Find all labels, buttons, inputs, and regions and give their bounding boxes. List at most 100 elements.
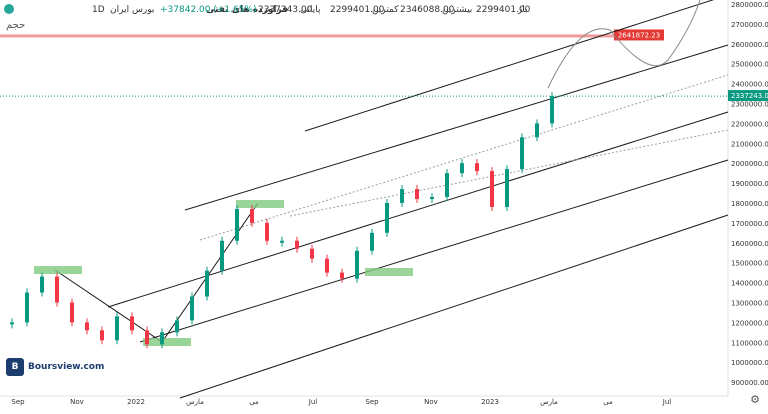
y-tick-label: 2400000.00 [731,81,768,89]
pivot-box [236,200,284,208]
candle [220,240,224,271]
y-tick-label: 1700000.00 [731,220,768,228]
candle [460,163,464,174]
header-symbol[interactable]: فراورده های نفتی [206,5,288,15]
y-tick-label: 1100000.00 [731,339,768,347]
boursview-logo-icon: B [6,358,24,376]
header-change: +37842.00 (+1.65%) [160,5,257,15]
candle [295,240,299,249]
header-interval[interactable]: 1D [92,5,105,15]
y-tick-label: 900000.00 [731,379,768,387]
channel-line [179,214,729,399]
header-close: 2337243.00 [258,5,313,15]
y-tick-label: 2700000.00 [731,21,768,29]
projection-curve [547,0,701,89]
candle [355,250,359,279]
candle [70,302,74,323]
y-tick-label: 1400000.00 [731,280,768,288]
y-tick-label: 1200000.00 [731,319,768,327]
x-tick-label: مارس [186,398,204,406]
hidden-indicator-label: حجم [6,20,26,31]
y-tick-label: 1900000.00 [731,180,768,188]
candle [310,248,314,259]
y-tick-label: 2100000.00 [731,140,768,148]
candle [55,276,59,303]
candle [370,232,374,251]
resistance-tag [614,29,664,41]
channel-line [304,0,715,132]
x-tick-label: 2023 [481,398,499,406]
candle [40,276,44,293]
y-tick-label: 1500000.00 [731,260,768,268]
candle [400,189,404,203]
y-tick-label: 1000000.00 [731,359,768,367]
header-low-label: کمترین [372,5,399,15]
channel-line [107,111,729,308]
x-tick-label: Nov [70,398,84,406]
y-tick-label: 1300000.00 [731,299,768,307]
last-price-label: 2337243.00 [731,92,768,100]
x-tick-label: Nov [424,398,438,406]
header-open: 2299401.00 [476,5,531,15]
candle [415,189,419,199]
candle [160,332,164,345]
last-price-tag [728,90,768,102]
header-low: 2299401.00 [330,5,385,15]
candle [475,163,479,172]
candle [550,96,554,124]
y-tick-label: 2000000.00 [731,160,768,168]
x-tick-label: Sep [365,398,379,406]
price-axis [728,0,768,410]
header-high: 2346088.00 [400,5,455,15]
candle [115,316,119,341]
x-tick-label: Jul [662,398,672,406]
candle [25,292,29,323]
candle [520,137,524,170]
eye-icon[interactable]: حجم [6,20,25,31]
x-tick-label: می [249,398,259,406]
pivot-box [365,268,413,276]
header-close-label: پایانی [300,5,321,15]
pitchfork-handle [54,202,259,343]
y-tick-label: 2500000.00 [731,61,768,69]
header-open-label: باز [518,5,528,15]
x-tick-label: Sep [11,398,25,406]
candle [145,330,149,345]
y-tick-label: 2800000.00 [731,1,768,9]
candle [100,330,104,341]
gear-icon[interactable]: ⚙ [750,393,760,406]
y-tick-label: 2200000.00 [731,120,768,128]
resistance-line [0,34,630,38]
candle [205,270,209,297]
symbol-name: فراورده های نفتی [205,5,288,15]
resistance-tag-label: 2641872.23 [618,31,660,39]
candle [490,171,494,207]
watermark-text: Boursview.com [28,362,105,372]
y-tick-label: 1600000.00 [731,240,768,248]
candle [85,322,89,331]
header-high-label: بیشترین [442,5,473,15]
channel-line [184,44,729,211]
pivot-box [34,266,82,274]
channel-line [139,159,729,343]
candle [10,322,14,325]
candle [280,240,284,243]
header-exchange: بورس ایران [110,5,155,15]
pivot-box [143,338,191,346]
x-tick-label: مارس [540,398,558,406]
candle [235,208,239,241]
x-tick-label: 2022 [127,398,145,406]
candle [445,173,449,198]
watermark: B Boursview.com [6,356,104,378]
candle [175,320,179,333]
y-tick-label: 1800000.00 [731,200,768,208]
candle [340,272,344,279]
y-tick-label: 2300000.00 [731,100,768,108]
candle [265,222,269,241]
x-tick-label: Jul [308,398,318,406]
chart-header: فراورده های نفتی 1D بورس ایران +37842.00… [0,0,728,20]
candle [505,169,509,207]
channel-median-line [199,74,729,241]
